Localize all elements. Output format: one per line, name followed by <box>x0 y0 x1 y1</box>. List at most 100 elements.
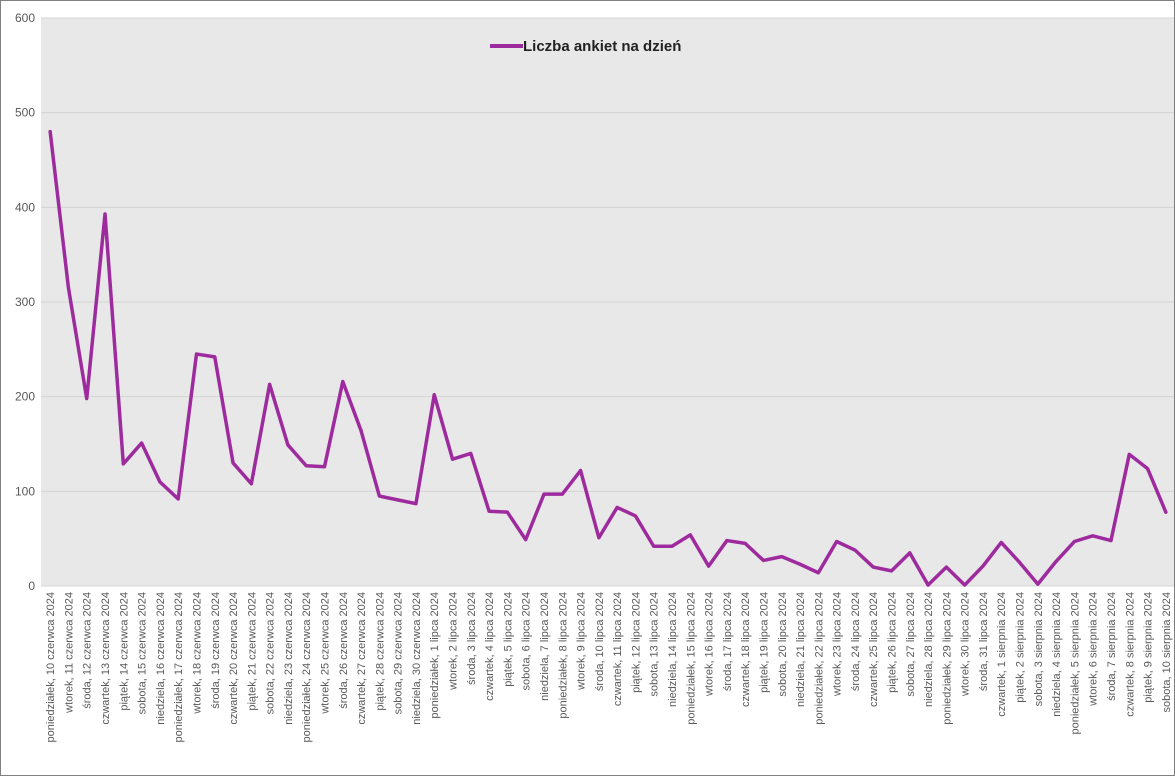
data-point <box>780 555 784 559</box>
data-point <box>85 397 89 401</box>
x-tick-label: poniedziałek, 17 czerwca 2024 <box>173 592 185 742</box>
x-tick-label: poniedziałek, 5 sierpnia 2024 <box>1069 592 1081 735</box>
x-tick-label: poniedziałek, 29 lipca 2024 <box>941 592 953 725</box>
data-point <box>688 533 692 537</box>
x-tick-label: środa, 31 lipca 2024 <box>978 592 990 691</box>
x-tick-label: sobota, 20 lipca 2024 <box>777 592 789 697</box>
x-tick-label: sobota, 3 sierpnia 2024 <box>1033 592 1045 706</box>
data-point <box>286 443 290 447</box>
data-point <box>396 498 400 502</box>
data-point <box>505 510 509 514</box>
x-tick-label: piątek, 26 lipca 2024 <box>887 592 899 693</box>
data-point <box>1146 467 1150 471</box>
x-tick-label: wtorek, 18 czerwca 2024 <box>191 592 203 715</box>
x-tick-label: sobota, 6 lipca 2024 <box>521 592 533 690</box>
x-tick-label: poniedziałek, 10 czerwca 2024 <box>45 592 57 742</box>
data-point <box>670 544 674 548</box>
data-point <box>981 564 985 568</box>
data-point <box>1054 559 1058 563</box>
data-point <box>871 565 875 569</box>
data-point <box>1018 560 1022 564</box>
y-tick-label: 500 <box>15 106 35 120</box>
data-point <box>140 441 144 445</box>
x-tick-label: sobota, 15 czerwca 2024 <box>137 592 149 714</box>
x-tick-label: poniedziałek, 15 lipca 2024 <box>685 592 697 725</box>
x-tick-label: sobota, 13 lipca 2024 <box>649 592 661 697</box>
x-tick-label: poniedziałek, 8 lipca 2024 <box>557 592 569 719</box>
x-tick-label: czwartek, 25 lipca 2024 <box>868 592 880 707</box>
data-point <box>377 494 381 498</box>
x-tick-label: czwartek, 4 lipca 2024 <box>484 592 496 701</box>
x-tick-label: piątek, 9 sierpnia 2024 <box>1143 592 1155 703</box>
x-tick-label: środa, 19 czerwca 2024 <box>210 592 222 709</box>
data-point <box>48 130 52 134</box>
data-point <box>323 465 326 469</box>
data-point <box>268 382 272 386</box>
y-tick-label: 100 <box>15 484 35 498</box>
x-tick-label: wtorek, 11 czerwca 2024 <box>63 592 75 714</box>
data-point <box>652 544 656 548</box>
x-tick-label: czwartek, 8 sierpnia 2024 <box>1124 592 1136 717</box>
x-tick-label: środa, 3 lipca 2024 <box>466 592 478 685</box>
x-tick-label: czwartek, 1 sierpnia 2024 <box>996 592 1008 717</box>
data-point <box>908 551 912 555</box>
data-point <box>414 502 418 506</box>
data-point <box>524 538 528 542</box>
legend-label: Liczba ankiet na dzień <box>523 38 681 55</box>
data-point <box>158 480 162 484</box>
x-tick-label: wtorek, 30 lipca 2024 <box>960 592 972 697</box>
y-tick-label: 0 <box>28 579 35 593</box>
x-tick-label: niedziela, 4 sierpnia 2024 <box>1051 592 1063 717</box>
data-point <box>469 451 473 455</box>
x-tick-label: wtorek, 16 lipca 2024 <box>704 592 716 697</box>
data-point <box>816 571 820 575</box>
x-tick-label: środa, 26 czerwca 2024 <box>338 592 350 709</box>
data-point <box>1072 540 1076 544</box>
data-point <box>579 469 583 473</box>
x-tick-label: sobota, 27 lipca 2024 <box>905 592 917 697</box>
x-tick-label: czwartek, 13 czerwca 2024 <box>100 592 112 725</box>
x-tick-label: wtorek, 2 lipca 2024 <box>448 592 460 691</box>
data-point <box>542 492 546 496</box>
data-point <box>194 352 198 356</box>
x-tick-label: sobota, 22 czerwca 2024 <box>265 592 277 714</box>
y-tick-label: 200 <box>15 390 35 404</box>
y-tick-label: 300 <box>15 295 35 309</box>
data-point <box>1036 582 1040 586</box>
data-point <box>451 457 455 461</box>
data-point <box>1091 534 1095 538</box>
data-point <box>890 569 893 573</box>
data-point <box>963 583 967 587</box>
x-tick-label: sobota, 10 sierpnia 2024 <box>1161 592 1173 712</box>
x-tick-label: sobota, 29 czerwca 2024 <box>393 592 405 714</box>
x-tick-label: piątek, 19 lipca 2024 <box>758 592 770 693</box>
series-layer <box>48 129 1168 587</box>
data-point <box>121 462 125 466</box>
y-tick-label: 600 <box>15 11 35 25</box>
x-tick-label: niedziela, 30 czerwca 2024 <box>411 592 423 725</box>
x-tick-label: środa, 24 lipca 2024 <box>850 592 862 691</box>
data-point <box>560 492 564 496</box>
x-tick-label: niedziela, 21 lipca 2024 <box>795 592 807 707</box>
data-point <box>231 461 235 465</box>
y-tick-label: 400 <box>15 200 35 214</box>
x-tick-label: wtorek, 23 lipca 2024 <box>832 592 844 697</box>
x-tick-label: piątek, 5 lipca 2024 <box>502 592 514 687</box>
data-point <box>432 393 436 397</box>
data-point <box>304 464 308 468</box>
legend: Liczba ankiet na dzień <box>490 38 681 55</box>
data-point <box>597 536 601 540</box>
x-tick-label: poniedziałek, 1 lipca 2024 <box>429 592 441 719</box>
x-tick-label: czwartek, 20 czerwca 2024 <box>228 592 240 725</box>
x-tick-label: środa, 12 czerwca 2024 <box>82 592 94 709</box>
x-tick-label: niedziela, 28 lipca 2024 <box>923 592 935 707</box>
data-point <box>853 548 857 552</box>
x-tick-label: środa, 17 lipca 2024 <box>722 592 734 691</box>
x-tick-label: środa, 7 sierpnia 2024 <box>1106 592 1118 701</box>
x-tick-label: piątek, 12 lipca 2024 <box>630 592 642 693</box>
x-tick-label: piątek, 2 sierpnia 2024 <box>1015 592 1027 703</box>
data-point <box>926 583 930 587</box>
x-tick-label: niedziela, 23 czerwca 2024 <box>283 592 295 725</box>
x-tick-label: niedziela, 16 czerwca 2024 <box>155 592 167 725</box>
